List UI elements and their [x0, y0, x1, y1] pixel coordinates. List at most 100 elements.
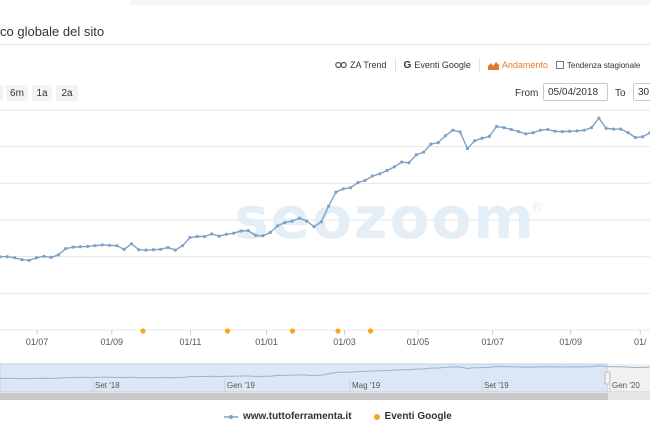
data-point	[473, 139, 477, 143]
data-point	[0, 255, 2, 259]
legend-series-events-label: Eventi Google	[384, 411, 452, 422]
data-point	[195, 234, 199, 239]
data-point	[348, 186, 353, 190]
data-point	[407, 161, 411, 165]
data-point	[546, 127, 550, 132]
tendenza-stagionale-toggle[interactable]: Tendenza stagionale	[555, 61, 640, 70]
data-point	[202, 234, 207, 239]
x-tick-label: 01/01	[255, 337, 278, 347]
data-point	[261, 234, 265, 238]
data-point	[414, 153, 418, 157]
data-point	[516, 130, 521, 134]
data-point	[370, 174, 375, 178]
data-point	[341, 187, 345, 191]
from-date-input[interactable]	[543, 83, 608, 101]
data-point	[458, 130, 462, 134]
data-point	[268, 230, 272, 235]
navigator-scrollbar-track	[608, 393, 650, 400]
data-point	[626, 131, 630, 135]
google-icon: G	[403, 59, 412, 71]
to-date-input[interactable]	[633, 83, 650, 101]
chart-toolbar: ZA Trend G Eventi Google Andamento Tende…	[335, 57, 650, 73]
data-point	[611, 127, 616, 131]
legend-series-events[interactable]: Eventi Google	[373, 411, 452, 422]
area-chart-icon	[487, 61, 499, 70]
legend-event-dot	[373, 413, 380, 420]
data-point	[246, 229, 250, 233]
data-point	[283, 220, 287, 225]
data-point	[524, 132, 528, 136]
navigator-label: Gen '20	[612, 381, 640, 390]
data-point	[633, 135, 637, 140]
navigator-label: Gen '19	[227, 381, 255, 390]
data-point	[107, 243, 112, 247]
x-tick-label: 01/09	[559, 337, 582, 347]
data-point	[429, 142, 433, 146]
data-point	[480, 136, 484, 140]
data-point	[151, 248, 155, 252]
data-point	[64, 247, 68, 251]
legend-series-site-label: www.tuttoferramenta.it	[243, 411, 352, 422]
data-point	[188, 236, 192, 240]
data-point	[232, 231, 236, 235]
data-point	[334, 190, 338, 194]
legend-series-site[interactable]: www.tuttoferramenta.it	[224, 411, 352, 422]
zoom-2a-button[interactable]: 2a	[56, 85, 78, 101]
data-point	[159, 247, 163, 251]
tendenza-checkbox[interactable]	[555, 61, 564, 69]
data-point	[436, 141, 440, 145]
data-point	[86, 244, 90, 248]
zoom-6m-button[interactable]: 6m	[6, 85, 28, 101]
data-point	[641, 135, 645, 139]
watermark-logo: seozoom	[234, 184, 536, 252]
watermark-registered-icon: ®	[530, 200, 544, 216]
toolbar-separator	[394, 58, 396, 72]
data-point	[27, 258, 31, 262]
data-point	[465, 146, 470, 151]
data-point	[560, 130, 564, 134]
data-point	[49, 255, 53, 259]
data-point	[144, 248, 148, 252]
data-point	[538, 128, 543, 132]
andamento-toggle[interactable]: Andamento	[487, 60, 548, 70]
data-point	[495, 124, 499, 129]
data-point	[129, 242, 134, 246]
title-divider	[0, 44, 650, 45]
zoom-1a-button[interactable]: 1a	[32, 85, 52, 101]
data-point	[305, 219, 309, 223]
data-point	[392, 165, 396, 169]
data-point	[568, 129, 572, 133]
data-point	[93, 244, 97, 248]
data-point	[385, 168, 389, 173]
zoom-button-partial[interactable]	[0, 85, 3, 101]
data-point	[327, 204, 331, 208]
data-point	[217, 234, 221, 238]
data-point	[210, 232, 214, 236]
legend-line-icon	[224, 414, 238, 419]
za-trend-toggle[interactable]: ZA Trend	[335, 60, 387, 70]
data-point	[589, 126, 594, 130]
chart-legend: www.tuttoferramenta.it Eventi Google	[224, 411, 474, 422]
eventi-google-toggle[interactable]: G Eventi Google	[404, 60, 471, 71]
data-point	[509, 127, 513, 132]
data-point	[100, 243, 104, 247]
data-point	[356, 181, 360, 185]
data-point	[5, 255, 9, 259]
data-point	[378, 172, 382, 176]
x-tick-label: 01/05	[407, 337, 430, 347]
x-tick-label: 01/09	[101, 337, 124, 347]
google-event-marker	[224, 328, 231, 334]
data-point	[575, 129, 579, 133]
navigator-handle	[604, 371, 611, 385]
data-point	[239, 229, 243, 233]
data-point	[137, 248, 141, 252]
x-tick-label: 01/07	[481, 337, 504, 347]
data-point	[20, 258, 24, 262]
navigator-selection	[0, 363, 609, 393]
toolbar-separator	[478, 58, 480, 72]
data-point	[312, 225, 316, 229]
navigator-unselected	[608, 364, 650, 392]
data-point	[619, 127, 623, 131]
za-trend-label: ZA Trend	[350, 60, 387, 70]
